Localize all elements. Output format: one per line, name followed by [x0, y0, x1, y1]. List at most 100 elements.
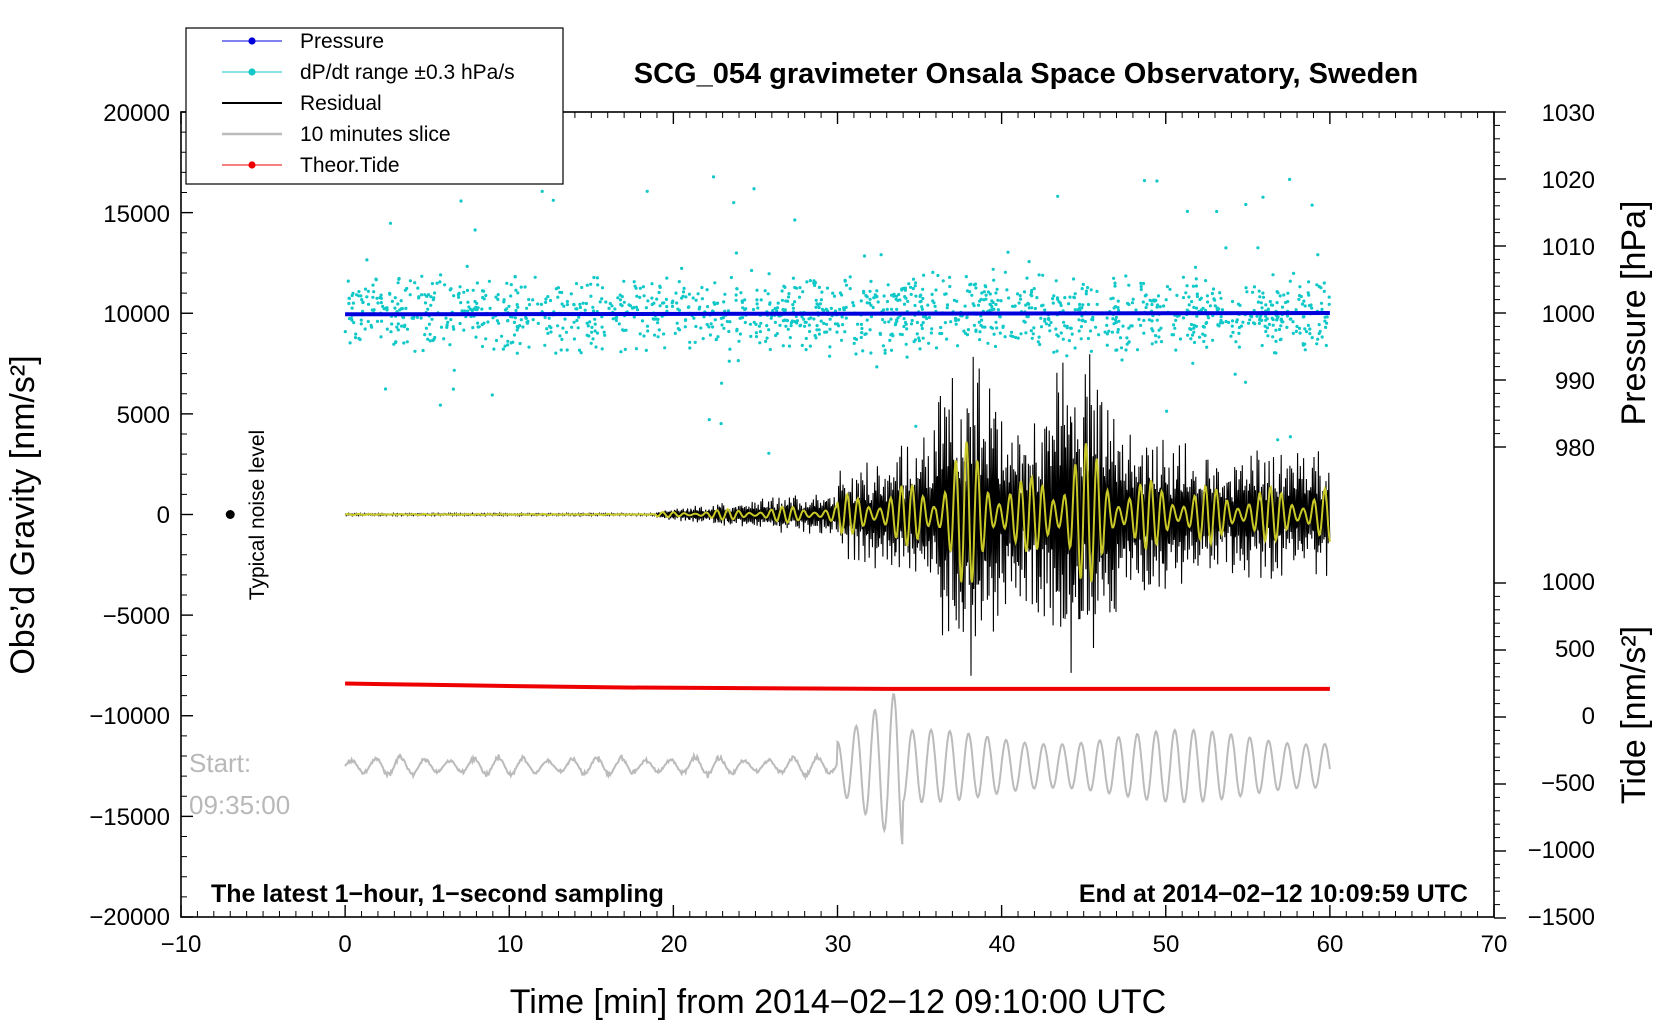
dpdt-point	[778, 323, 782, 327]
dpdt-point	[662, 332, 666, 336]
dpdt-point	[536, 302, 540, 306]
dpdt-point	[1245, 290, 1249, 294]
y-tick-label: −10000	[89, 703, 170, 730]
dpdt-point	[1241, 320, 1245, 324]
dpdt-point	[1016, 336, 1020, 340]
dpdt-point	[743, 320, 747, 325]
dpdt-point	[476, 321, 480, 325]
dpdt-point	[776, 301, 780, 305]
dpdt-point	[419, 293, 424, 297]
dpdt-point	[919, 293, 923, 297]
dpdt-point	[875, 289, 879, 293]
dpdt-point	[622, 279, 626, 283]
dpdt-point	[989, 325, 993, 329]
dpdt-point	[1192, 326, 1196, 330]
dpdt-point	[665, 276, 669, 280]
dpdt-point	[1318, 329, 1322, 333]
dpdt-point	[452, 294, 456, 298]
dpdt-point	[808, 329, 812, 334]
dpdt-point	[844, 305, 848, 309]
dpdt-point	[1272, 351, 1277, 355]
dpdt-point	[512, 320, 517, 324]
dpdt-point	[994, 291, 998, 295]
dpdt-point	[1056, 297, 1060, 301]
dpdt-point	[905, 355, 909, 359]
dpdt-point	[1090, 317, 1094, 322]
dpdt-point	[894, 294, 899, 298]
dpdt-point	[681, 294, 685, 298]
dpdt-point	[1197, 335, 1202, 339]
dpdt-point	[972, 323, 977, 327]
dpdt-point	[523, 285, 527, 289]
dpdt-point	[820, 307, 825, 311]
dpdt-point	[390, 322, 394, 326]
dpdt-point	[1251, 321, 1256, 325]
dpdt-point	[990, 304, 994, 309]
dpdt-point	[357, 290, 361, 294]
dpdt-point	[711, 325, 715, 329]
dpdt-point	[1018, 294, 1022, 298]
legend-label: Pressure	[300, 30, 384, 53]
dpdt-point	[600, 347, 604, 351]
legend-marker	[248, 68, 256, 76]
dpdt-point	[371, 283, 375, 287]
dpdt-point	[1115, 348, 1119, 352]
dpdt-point	[705, 288, 709, 292]
dpdt-point	[977, 320, 981, 324]
dpdt-point	[868, 328, 872, 332]
dpdt-point	[995, 287, 999, 291]
dpdt-point	[1040, 304, 1044, 308]
dpdt-point	[723, 292, 727, 296]
dpdt-point	[1047, 323, 1051, 327]
dpdt-point	[829, 306, 833, 310]
dpdt-point	[902, 302, 907, 306]
dpdt-point	[734, 298, 738, 302]
dpdt-point	[560, 302, 564, 306]
dpdt-point	[677, 328, 682, 332]
dpdt-point	[971, 302, 975, 306]
dpdt-point	[405, 340, 409, 344]
dpdt-point	[915, 320, 920, 325]
dpdt-point	[883, 348, 887, 352]
dpdt-point	[1078, 302, 1082, 306]
pressure-tick-labels: 1030 1020 1010 1000 990 980	[1542, 100, 1595, 462]
dpdt-point	[734, 251, 739, 255]
dpdt-point	[759, 298, 763, 302]
dpdt-point	[1278, 294, 1282, 298]
dpdt-point	[432, 296, 436, 300]
dpdt-point	[706, 305, 710, 309]
dpdt-point	[921, 296, 925, 301]
dpdt-point	[921, 321, 925, 325]
dpdt-point	[554, 351, 558, 355]
dpdt-point	[497, 321, 501, 325]
dpdt-point	[657, 328, 661, 332]
dpdt-point	[1230, 324, 1234, 328]
dpdt-point	[1304, 330, 1309, 334]
dpdt-point	[736, 359, 740, 363]
dpdt-point	[638, 286, 643, 290]
dpdt-point	[871, 305, 875, 310]
dpdt-point	[844, 316, 848, 320]
dpdt-point	[1068, 295, 1072, 299]
y-tick-label: 20000	[103, 100, 170, 127]
dpdt-point	[350, 293, 354, 298]
dpdt-point	[547, 316, 551, 320]
dpdt-point	[405, 327, 410, 331]
dpdt-point	[512, 333, 517, 337]
dpdt-point	[1077, 318, 1081, 322]
dpdt-point	[642, 294, 646, 298]
dpdt-point	[1295, 324, 1299, 329]
dpdt-point	[726, 309, 731, 313]
dpdt-point	[443, 283, 447, 287]
dpdt-point	[1037, 273, 1041, 277]
dpdt-point	[514, 308, 518, 313]
dpdt-point	[366, 289, 370, 293]
dpdt-point	[994, 320, 998, 324]
dpdt-point	[1298, 331, 1302, 335]
dpdt-point	[869, 303, 873, 307]
dpdt-point	[482, 321, 486, 325]
dpdt-point	[439, 273, 443, 277]
dpdt-point	[1030, 336, 1034, 340]
dpdt-point	[814, 298, 818, 302]
dpdt-point	[1289, 317, 1293, 321]
